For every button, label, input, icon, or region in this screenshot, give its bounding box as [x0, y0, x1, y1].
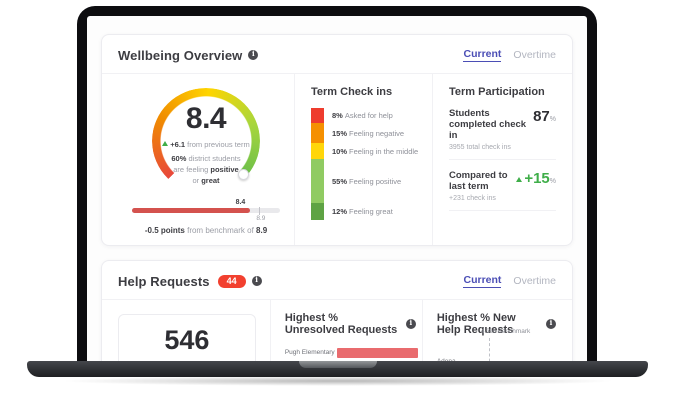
benchmark-dashed-line — [488, 338, 490, 362]
divider — [102, 299, 572, 300]
new-requests-benchmark-label: 4.3% Benchmark — [480, 328, 531, 335]
tab-current[interactable]: Current — [463, 274, 502, 288]
wellbeing-summary: 60% district students are feeling positi… — [171, 154, 241, 185]
checkin-segment — [311, 123, 324, 143]
help-total-value: 546 — [164, 325, 210, 355]
benchmark-bar: 8.4 8.9 -0.5 points from benchmark of 8.… — [132, 199, 280, 235]
participation-sub: +231 check ins — [449, 195, 496, 202]
new-requests-title: Highest % New Help Requests — [437, 312, 556, 336]
help-requests-body: 546 +16% from previous term 4.3% Benchma… — [118, 300, 556, 362]
checkin-segment — [311, 159, 324, 203]
checkin-label: 10% Feeling in the middle — [332, 146, 419, 156]
term-checkins-title: Term Check ins — [311, 86, 393, 98]
help-requests-card: Help Requests 44 Current Overtime — [101, 260, 573, 362]
benchmark-caption: -0.5 points from benchmark of 8.9 — [144, 226, 268, 235]
help-requests-count-badge: 44 — [217, 274, 246, 288]
participation-row: Students completed check in 3955 total c… — [449, 98, 556, 160]
help-requests-tabs: Current Overtime — [463, 274, 556, 288]
laptop-base — [27, 361, 648, 377]
checkin-segment — [311, 143, 324, 159]
help-requests-title: Help Requests — [118, 273, 210, 289]
wellbeing-tabs: Current Overtime — [463, 48, 556, 62]
checkin-label: 55% Feeling positive — [332, 176, 402, 186]
help-total-panel: 546 +16% from previous term 4.3% Benchma… — [118, 314, 256, 362]
benchmark-value-label: 8.4 — [235, 199, 246, 206]
bar-label: Pugh Elementary — [284, 348, 335, 356]
gauge-marker-dot — [238, 169, 249, 180]
checkin-segment — [311, 203, 324, 220]
checkin-label: 15% Feeling negative — [332, 128, 405, 138]
checkin-row: 12% Feeling great — [311, 203, 432, 220]
wellbeing-gauge: 8.4 +6.1 from previous term 60% district… — [152, 88, 260, 194]
help-total-column: 546 +16% from previous term 4.3% Benchma… — [118, 300, 270, 362]
help-total-top: 546 +16% from previous term — [119, 315, 255, 362]
checkin-row: 55% Feeling positive — [311, 159, 432, 203]
unresolved-bars: Pugh Elementary 65% Woodson School 61% R… — [284, 348, 419, 362]
term-checkins-column: Term Check ins 8% Asked for help 15% Feeli… — [294, 74, 432, 245]
participation-value: +15% — [516, 170, 556, 187]
participation-value: 87% — [533, 108, 556, 125]
laptop-shadow — [60, 376, 616, 386]
benchmark-target-label: 8.9 — [256, 215, 266, 222]
unresolved-title: Highest % Unresolved Requests — [285, 312, 416, 336]
trend-up-icon — [516, 177, 523, 182]
term-participation-column: Term Participation Students completed ch… — [432, 74, 556, 245]
help-requests-header: Help Requests 44 Current Overtime — [118, 271, 556, 291]
info-icon[interactable] — [251, 275, 262, 286]
participation-texts: Students completed check in 3955 total c… — [449, 108, 533, 151]
participation-label: Compared to last term — [449, 170, 508, 192]
wellbeing-overview-card: Wellbeing Overview Current Overtime — [101, 34, 573, 246]
checkin-row: 8% Asked for help — [311, 108, 432, 123]
laptop-bezel: Wellbeing Overview Current Overtime — [77, 6, 597, 362]
tab-overtime[interactable]: Overtime — [513, 49, 556, 61]
laptop-base-notch — [298, 361, 377, 368]
trend-up-icon — [162, 141, 169, 146]
term-checkins-stack: 8% Asked for help 15% Feeling negative 10%… — [311, 108, 432, 220]
participation-sub: 3955 total check ins — [449, 144, 511, 151]
wellbeing-header: Wellbeing Overview Current Overtime — [118, 45, 556, 65]
wellbeing-gauge-column: 8.4 +6.1 from previous term 60% district… — [118, 74, 294, 245]
bar-fill — [336, 348, 419, 358]
divider — [102, 73, 572, 74]
wellbeing-delta: +6.1 from previous term — [152, 140, 260, 149]
participation-row: Compared to last term +231 check ins +15… — [449, 160, 556, 211]
wellbeing-score: 8.4 — [185, 102, 227, 135]
term-participation-title: Term Participation — [449, 86, 545, 98]
checkin-segment — [311, 108, 324, 123]
participation-texts: Compared to last term +231 check ins — [449, 170, 516, 202]
info-icon[interactable] — [248, 49, 259, 60]
bar-row: Pugh Elementary 65% — [284, 348, 419, 358]
wellbeing-title: Wellbeing Overview — [118, 47, 243, 63]
info-icon[interactable] — [405, 318, 416, 329]
bar-track: 65% — [336, 348, 419, 358]
wellbeing-body: 8.4 +6.1 from previous term 60% district… — [118, 74, 556, 245]
benchmark-tick — [259, 207, 261, 215]
bar-label: Adena Elementary — [436, 358, 456, 362]
checkin-row: 15% Feeling negative — [311, 123, 432, 143]
new-requests-column: Highest % New Help Requests 4.3% Benchma… — [421, 300, 556, 362]
participation-label: Students completed check in — [449, 108, 527, 141]
laptop-screen-content: Wellbeing Overview Current Overtime — [87, 16, 587, 362]
tab-overtime[interactable]: Overtime — [513, 275, 556, 287]
checkin-row: 10% Feeling in the middle — [311, 143, 432, 159]
checkin-label: 8% Asked for help — [332, 111, 393, 120]
info-icon[interactable] — [546, 318, 556, 329]
benchmark-fill — [132, 208, 251, 213]
dashboard: Wellbeing Overview Current Overtime — [87, 16, 587, 362]
benchmark-track: 8.9 — [132, 207, 280, 222]
checkin-label: 12% Feeling great — [332, 207, 393, 216]
tab-current[interactable]: Current — [463, 48, 502, 62]
unresolved-requests-column: Highest % Unresolved Requests Pugh Eleme… — [269, 300, 422, 362]
